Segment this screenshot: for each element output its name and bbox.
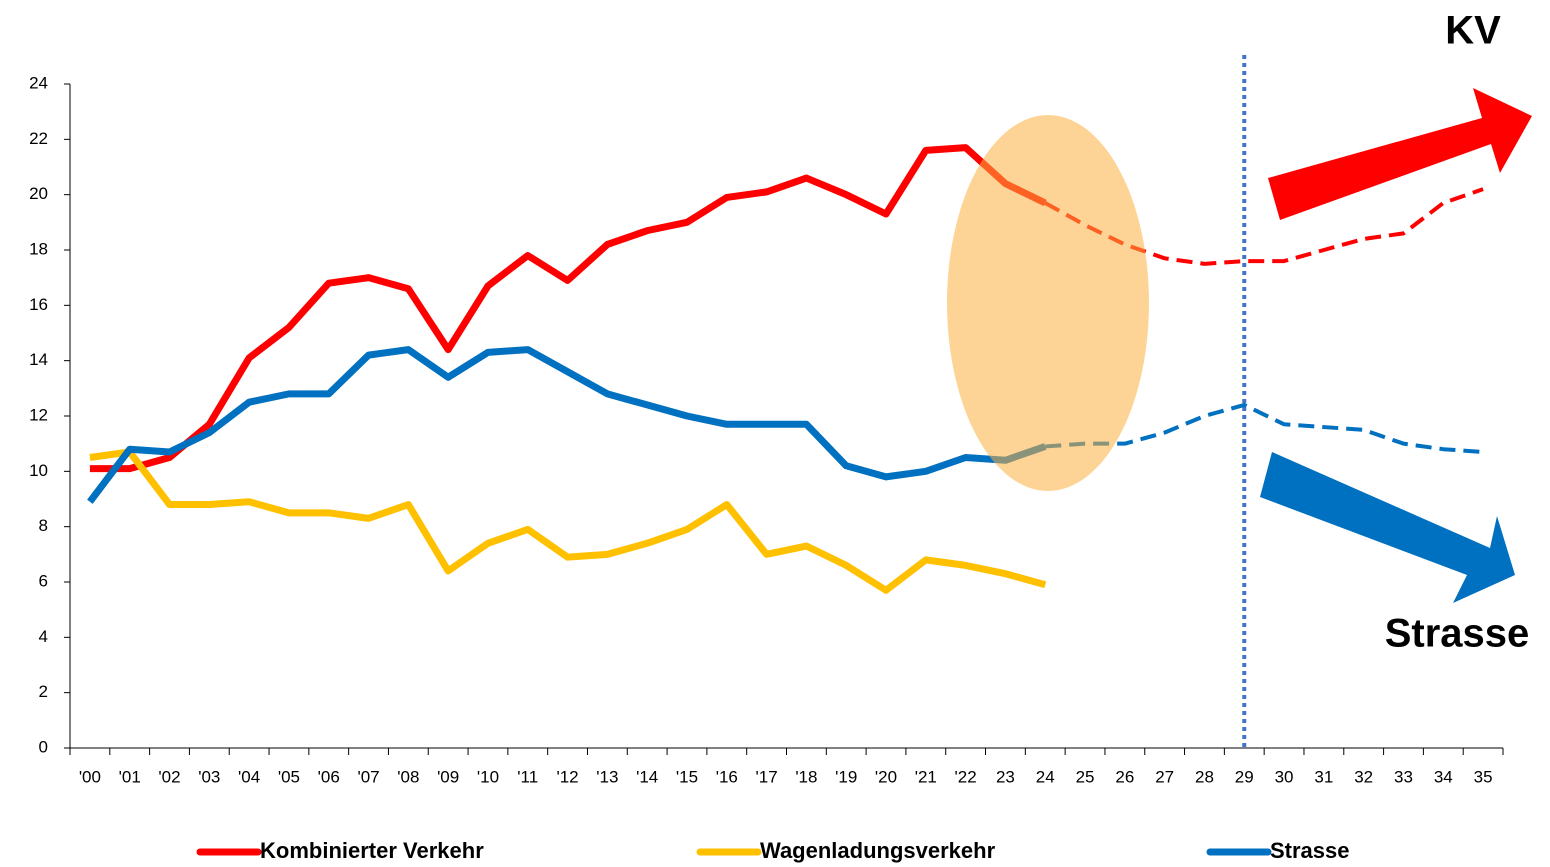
x-tick-label: '01 (119, 767, 141, 786)
x-tick-label: 27 (1155, 767, 1174, 786)
x-tick-label: '21 (915, 767, 937, 786)
x-tick-label: '10 (477, 767, 499, 786)
x-tick-label: 23 (996, 767, 1015, 786)
x-tick-label: '18 (795, 767, 817, 786)
x-tick-label: '04 (238, 767, 260, 786)
forecast-line-series (1045, 402, 1484, 454)
x-tick-label: '19 (835, 767, 857, 786)
x-tick-label: 33 (1394, 767, 1413, 786)
annotation: Strasse (1385, 612, 1530, 656)
x-tick-label: 34 (1434, 767, 1453, 786)
x-tick-label: '08 (397, 767, 419, 786)
y-tick-label: 20 (29, 184, 48, 203)
x-tick-label: '07 (357, 767, 379, 786)
x-tick-label: 35 (1474, 767, 1493, 786)
x-tick-label: '00 (79, 767, 101, 786)
y-tick-label: 22 (29, 129, 48, 148)
y-tick-label: 2 (39, 682, 48, 701)
legend-label: Strasse (1270, 838, 1350, 863)
line-series (89, 448, 1047, 594)
x-tick-label: '14 (636, 767, 658, 786)
annotation: KV (1445, 9, 1501, 53)
up-arrow (1268, 88, 1532, 220)
x-tick-label: 29 (1235, 767, 1254, 786)
legend-label: Wagenladungsverkehr (760, 838, 996, 863)
x-tick-label: 31 (1314, 767, 1333, 786)
y-tick-label: 24 (29, 73, 48, 92)
x-tick-label: 28 (1195, 767, 1214, 786)
y-tick-label: 14 (29, 350, 48, 369)
x-tick-label: '05 (278, 767, 300, 786)
x-tick-label: '11 (517, 767, 538, 786)
x-tick-label: '02 (158, 767, 180, 786)
y-tick-label: 10 (29, 461, 48, 480)
x-tick-label: '03 (198, 767, 220, 786)
legend-label: Kombinierter Verkehr (260, 838, 484, 863)
x-tick-label: 32 (1354, 767, 1373, 786)
x-tick-label: '12 (556, 767, 578, 786)
down-arrow (1260, 452, 1515, 603)
line-series (87, 346, 1047, 504)
x-tick-label: 26 (1115, 767, 1134, 786)
x-tick-label: '15 (676, 767, 698, 786)
y-tick-label: 12 (29, 405, 48, 424)
x-tick-label: '17 (756, 767, 778, 786)
highlight (947, 115, 1149, 491)
x-tick-label: '09 (437, 767, 459, 786)
line-series (89, 144, 1047, 473)
x-tick-label: '13 (596, 767, 618, 786)
x-tick-label: '22 (955, 767, 977, 786)
x-tick-label: 30 (1275, 767, 1294, 786)
y-tick-label: 8 (39, 516, 48, 535)
x-tick-label: 25 (1076, 767, 1095, 786)
x-tick-label: '16 (716, 767, 738, 786)
x-tick-label: 24 (1036, 767, 1055, 786)
y-tick-label: 6 (39, 571, 48, 590)
x-tick-label: '06 (318, 767, 340, 786)
x-tick-label: '20 (875, 767, 897, 786)
y-tick-label: 18 (29, 239, 48, 258)
y-tick-label: 4 (39, 627, 48, 646)
y-tick-label: 16 (29, 295, 48, 314)
y-tick-label: 0 (39, 737, 48, 756)
